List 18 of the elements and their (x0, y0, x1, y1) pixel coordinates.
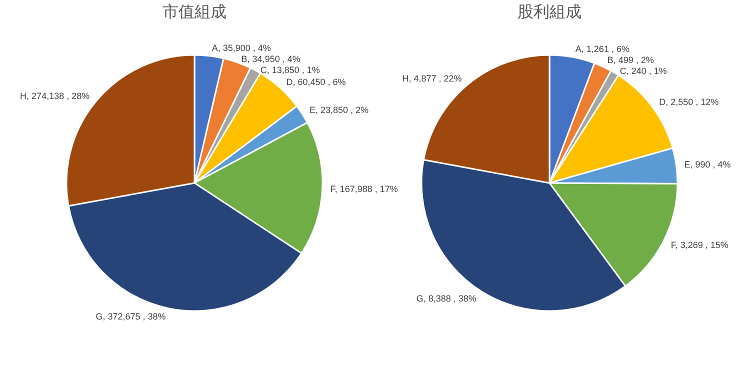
slice-label: E, 990 , 4% (684, 160, 731, 170)
slice-label: C, 13,850 , 1% (260, 64, 320, 75)
slice-label: D, 60,450 , 6% (286, 77, 346, 88)
slice-label: B, 34,950 , 4% (241, 54, 300, 64)
slice-label: F, 167,988 , 17% (330, 184, 398, 194)
slice-label: B, 499 , 2% (607, 55, 654, 66)
slice-label: G, 372,675 , 38% (96, 311, 166, 322)
slice-label: D, 2,550 , 12% (659, 96, 719, 107)
chart-title: 股利組成 (518, 2, 582, 21)
slice-label: A, 1,261 , 6% (575, 44, 630, 54)
slice-label: H, 4,877 , 22% (402, 73, 462, 84)
slice-label: G, 8,388 , 38% (416, 293, 476, 304)
slice-label: H, 274,138 , 28% (20, 90, 90, 101)
slice-label: A, 35,900 , 4% (212, 42, 271, 53)
chart-title: 市值組成 (162, 2, 226, 21)
slice-label: E, 23,850 , 2% (309, 104, 369, 115)
slice-label: C, 240 , 1% (620, 66, 667, 76)
slice-label: F, 3,269 , 15% (670, 240, 728, 250)
